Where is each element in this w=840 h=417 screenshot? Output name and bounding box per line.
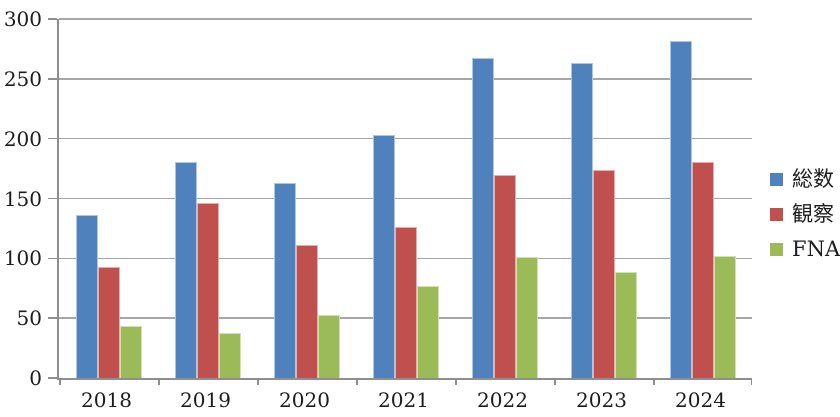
x-tick [158,378,160,385]
bar-series2-2021 [394,227,417,378]
bar-series1-2021 [372,135,395,378]
x-tick [59,378,61,385]
y-axis-label: 150 [3,186,42,211]
bar-group [158,19,257,378]
bar-series2-2024 [691,161,714,378]
bar-series1-2022 [471,57,494,378]
plot-area [48,18,752,385]
y-tick [48,78,57,80]
x-axis-label: 2020 [279,388,330,412]
legend-item: 総数 [770,166,840,192]
legend-item: 観察 [770,201,840,227]
legend-swatch-icon [770,242,783,256]
y-axis-label: 100 [3,246,42,271]
bar-groups [59,19,752,378]
bar-series2-2023 [592,169,615,378]
y-tick [48,137,57,140]
bar-series2-2020 [295,245,318,378]
bar-series1-2018 [75,215,98,378]
x-axis-label: 2018 [81,388,132,412]
y-tick [48,197,57,200]
y-axis-label: 50 [16,306,42,331]
x-axis-label: 2024 [675,388,726,412]
bar-series3-2020 [317,314,340,378]
bar-series3-2022 [515,257,538,378]
y-tick [48,18,57,20]
y-axis-label: 250 [3,66,42,91]
x-tick [257,378,259,385]
legend: 総数観察 FNA [770,166,840,271]
bar-group [59,19,158,378]
x-tick [356,378,358,385]
bar-series2-2018 [97,266,120,378]
legend-label: 総数 [792,167,834,191]
legend-label: 観察 [792,202,834,226]
bar-series2-2019 [196,203,219,378]
bar-group [653,19,752,378]
y-tick [48,317,57,319]
bar-group [455,19,554,378]
gridline [59,18,752,20]
legend-label: FNA [792,237,840,261]
bar-group [356,19,455,378]
x-axis-label: 2022 [477,388,528,412]
legend-item: FNA [770,236,840,262]
legend-swatch-icon [770,207,783,221]
x-axis-label: 2021 [378,388,429,412]
bar-series3-2018 [119,325,142,378]
y-tick [48,257,57,260]
bar-series2-2022 [493,174,516,378]
bar-series3-2021 [416,286,439,378]
bar-series3-2024 [713,256,736,378]
bar-series1-2024 [669,40,692,378]
y-axis-label: 300 [3,7,42,31]
x-tick [750,378,752,385]
y-axis-label: 0 [29,366,42,390]
bar-series1-2020 [273,183,296,378]
gridline [59,197,752,200]
legend-swatch-icon [770,172,783,186]
y-axis-label: 200 [3,126,42,151]
y-tick [48,377,57,379]
bar-series1-2023 [570,63,593,378]
x-tick [653,378,655,385]
bar-group [554,19,653,378]
bar-series3-2023 [614,271,637,378]
bar-group [257,19,356,378]
y-axis-labels: 0 50 100 150 200 250 300 [0,0,44,417]
bar-series1-2019 [174,161,197,378]
x-axis-label: 2019 [180,388,231,412]
bar-series3-2019 [218,332,241,378]
x-tick [554,378,556,385]
x-axis-label: 2023 [576,388,627,412]
gridline [59,78,752,80]
x-axis-labels: 2018 2019 2020 2021 2022 2023 2024 [57,389,750,415]
x-tick [455,378,457,385]
gridline [59,137,752,140]
